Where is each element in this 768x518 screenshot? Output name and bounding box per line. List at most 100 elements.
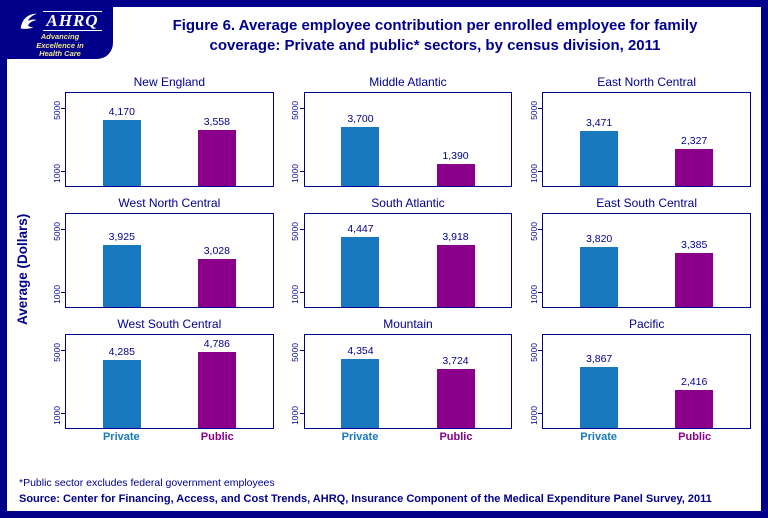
panel-title: Middle Atlantic — [369, 75, 447, 89]
plot-area: 1000 5000 4,447 3,918 — [284, 213, 513, 308]
footnote-public-sector: *Public sector excludes federal governme… — [19, 477, 275, 489]
plot-box: 3,925 3,028 — [65, 213, 274, 308]
panel-title: New England — [133, 75, 206, 89]
y-axis: 1000 5000 — [284, 92, 304, 187]
private-sector-bar — [580, 131, 619, 186]
y-tick-mark — [61, 413, 65, 415]
y-tick-label: 1000 — [51, 285, 62, 305]
panel-title: West North Central — [118, 196, 221, 210]
bar-value-label: 3,471 — [585, 116, 613, 129]
hhs-eagle-icon — [21, 13, 38, 29]
panel-title: West South Central — [117, 317, 222, 331]
plot-box: 3,471 2,327 — [542, 92, 751, 187]
y-axis: 1000 5000 — [522, 92, 543, 187]
plot-area: 1000 5000 4,170 3,558 — [45, 92, 274, 187]
logo-top: AHRQ — [18, 10, 102, 32]
logo-tagline: Advancing Excellence in Health Care — [36, 32, 84, 59]
y-axis: 1000 5000 — [45, 334, 65, 429]
y-tick-mark — [299, 107, 304, 109]
plot-box: 4,354 3,724 — [303, 334, 513, 429]
source-line: Source: Center for Financing, Access, an… — [19, 493, 712, 505]
y-tick-mark — [538, 107, 543, 109]
y-tick-mark — [61, 292, 65, 294]
bar-value-label: 4,170 — [108, 105, 135, 118]
chart-panel-east-north-central: East North Central 1000 5000 3,471 2,327 — [522, 75, 751, 187]
chart-panel-east-south-central: East South Central 1000 5000 3,820 3,385 — [522, 196, 751, 308]
private-sector-bar — [341, 127, 380, 186]
plot-box: 4,447 3,918 — [303, 213, 513, 308]
category-axis-labels: Private Public — [304, 431, 513, 447]
y-tick-label: 5000 — [51, 342, 62, 362]
plot-area: 1000 5000 3,867 2,416 — [522, 334, 751, 429]
panel-title: East North Central — [597, 75, 697, 89]
y-tick-label: 5000 — [51, 221, 62, 241]
bar-value-label: 4,354 — [347, 344, 374, 357]
y-tick-mark — [299, 228, 304, 230]
y-tick-label: 5000 — [290, 342, 301, 362]
header: AHRQ Advancing Excellence in Health Care… — [7, 7, 761, 67]
chart-panel-mountain: Mountain 1000 5000 4,354 3,724 Private Public — [284, 317, 513, 447]
y-tick-label: 5000 — [290, 221, 301, 241]
y-tick-label: 1000 — [528, 285, 539, 305]
y-tick-label: 1000 — [51, 406, 62, 426]
bar-value-label: 3,820 — [585, 232, 613, 245]
private-sector-bar — [580, 247, 619, 307]
plot-box: 3,700 1,390 — [303, 92, 513, 187]
y-tick-label: 1000 — [51, 164, 62, 184]
public-sector-bar — [197, 130, 236, 186]
plot-area: 1000 5000 3,471 2,327 — [522, 92, 751, 187]
y-tick-label: 5000 — [290, 100, 301, 120]
chart-panel-west-south-central: West South Central 1000 5000 4,285 4,786 Priv… — [45, 317, 274, 447]
bar-value-label: 4,447 — [347, 222, 374, 235]
plot-box: 4,285 4,786 — [65, 334, 274, 429]
logo-tagline-line1: Advancing — [40, 32, 80, 41]
private-sector-bar — [102, 245, 141, 307]
ahrq-wordmark: AHRQ — [43, 10, 102, 32]
y-tick-mark — [61, 228, 65, 230]
y-axis: 1000 5000 — [522, 334, 543, 429]
category-axis-labels: Private Public — [65, 431, 274, 447]
y-tick-label: 1000 — [290, 285, 301, 305]
bar-value-label: 4,786 — [203, 337, 230, 350]
public-sector-bar — [436, 369, 475, 428]
chart-panel-south-atlantic: South Atlantic 1000 5000 4,447 3,918 — [284, 196, 513, 308]
y-tick-label: 1000 — [290, 406, 301, 426]
y-tick-mark — [299, 349, 304, 351]
private-sector-bar — [580, 367, 619, 428]
plot-area: 1000 5000 3,925 3,028 — [45, 213, 274, 308]
y-axis: 1000 5000 — [45, 92, 65, 187]
plot-box: 4,170 3,558 — [65, 92, 274, 187]
y-tick-mark — [538, 228, 543, 230]
bar-value-label: 4,285 — [108, 345, 135, 358]
y-axis: 1000 5000 — [45, 213, 65, 308]
chart-panel-new-england: New England 1000 5000 4,170 3,558 — [45, 75, 274, 187]
bar-value-label: 3,700 — [347, 112, 374, 125]
private-sector-bar — [341, 359, 380, 428]
ahrq-logo: AHRQ Advancing Excellence in Health Care — [7, 7, 113, 59]
logo-tagline-line2: Excellence in — [36, 40, 84, 50]
bar-value-label: 1,390 — [442, 149, 469, 162]
plot-area: 1000 5000 4,354 3,724 — [284, 334, 513, 429]
y-axis: 1000 5000 — [284, 213, 304, 308]
chart-panel-pacific: Pacific 1000 5000 3,867 2,416 Private Public — [522, 317, 751, 447]
panel-title: Mountain — [383, 317, 433, 331]
y-tick-label: 1000 — [528, 406, 539, 426]
y-tick-mark — [299, 292, 304, 294]
logo-tagline-line3: Health Care — [39, 49, 81, 59]
category-axis-labels: Private Public — [542, 431, 751, 447]
y-axis-title: Average (Dollars) — [15, 213, 30, 325]
plot-area: 1000 5000 4,285 4,786 — [45, 334, 274, 429]
chart-panel-middle-atlantic: Middle Atlantic 1000 5000 3,700 1,390 — [284, 75, 513, 187]
y-tick-mark — [538, 413, 543, 415]
panel-title: South Atlantic — [371, 196, 445, 210]
public-sector-bar — [197, 259, 236, 307]
category-label-public: Public — [439, 431, 473, 443]
y-tick-label: 1000 — [290, 164, 301, 184]
panel-title: Pacific — [628, 317, 665, 331]
public-sector-bar — [675, 253, 714, 307]
bar-value-label: 3,925 — [108, 230, 135, 243]
bar-value-label: 3,724 — [442, 354, 469, 367]
public-sector-bar — [436, 164, 475, 186]
figure-title: Figure 6. Average employee contribution … — [113, 7, 761, 67]
